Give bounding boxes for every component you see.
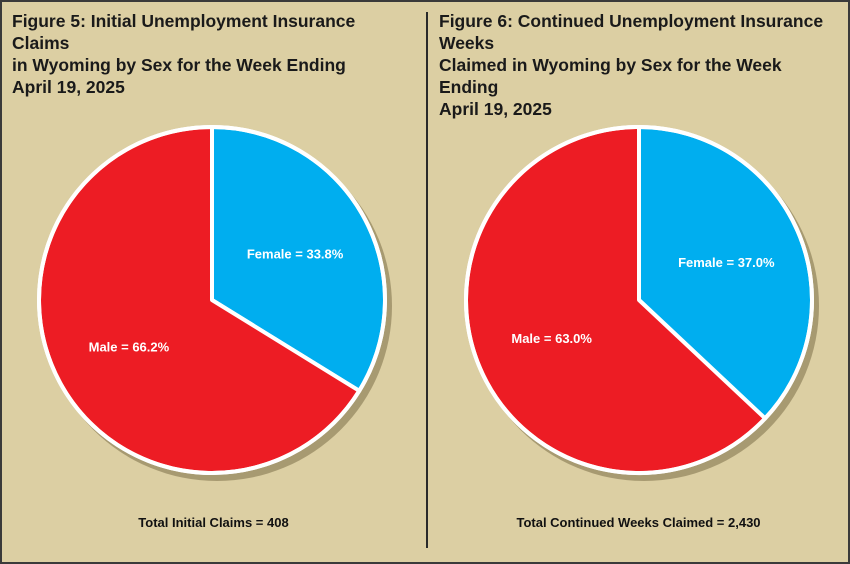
figure-6-panel: Figure 6: Continued Unemployment Insuran… xyxy=(429,2,848,562)
figure-6-pie-chart: Female = 37.0% Male = 63.0% xyxy=(464,125,819,481)
figure-6-title: Figure 6: Continued Unemployment Insuran… xyxy=(439,11,824,119)
figure-5-title: Figure 5: Initial Unemployment Insurance… xyxy=(12,11,356,97)
figure-5-total: Total Initial Claims = 408 xyxy=(138,515,289,530)
figure-6-label-female: Female = 37.0% xyxy=(678,255,775,270)
figure-6-total: Total Continued Weeks Claimed = 2,430 xyxy=(516,515,761,530)
figure-6-pie-outline xyxy=(464,125,814,475)
figure-5-label-male: Male = 66.2% xyxy=(89,339,170,354)
panel-divider xyxy=(426,12,428,548)
figure-5-pie-chart: Female = 33.8% Male = 66.2% xyxy=(37,125,392,481)
figure-5-label-female: Female = 33.8% xyxy=(247,247,344,262)
figure-5-panel: Figure 5: Initial Unemployment Insurance… xyxy=(2,2,425,562)
figure-6-label-male: Male = 63.0% xyxy=(511,331,592,346)
figure-5-pie-outline xyxy=(37,125,387,475)
